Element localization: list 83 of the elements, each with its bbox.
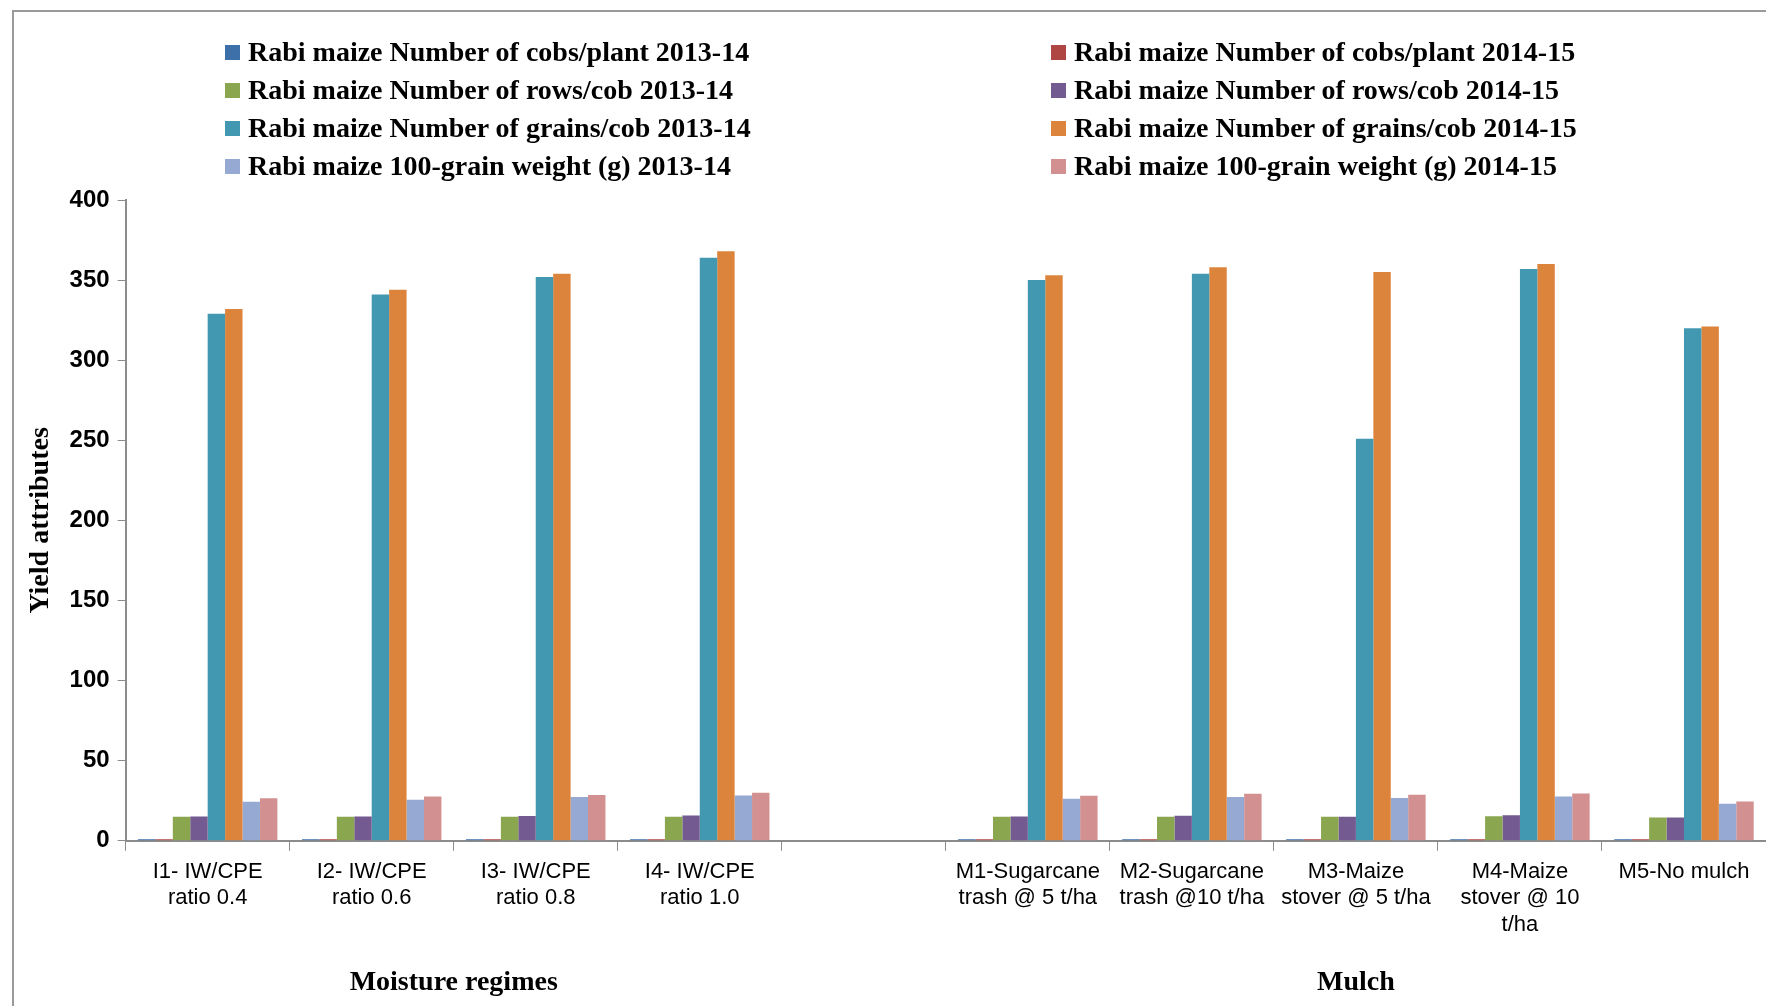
bar: [1080, 795, 1098, 841]
y-tick-label: 350: [69, 264, 110, 292]
y-tick-label: 300: [69, 344, 110, 372]
bar: [518, 815, 536, 841]
bar: [1373, 272, 1391, 841]
x-tick-label: M4-Maize stover @ 10 t/ha: [1460, 858, 1580, 936]
bar: [1537, 264, 1555, 841]
x-tick-label: M2-Sugarcane trash @10 t/ha: [1119, 858, 1265, 910]
x-tick-label: I4- IW/CPE ratio 1.0: [644, 858, 755, 910]
bar: [535, 276, 554, 841]
bar: [1572, 793, 1590, 841]
bar: [1157, 816, 1175, 841]
y-tick-label: 250: [69, 424, 110, 452]
bar: [1701, 326, 1719, 841]
bar: [1226, 796, 1245, 841]
x-tick-label: M5-No mulch: [1618, 858, 1750, 884]
y-tick-label: 0: [96, 825, 110, 853]
bar: [1502, 815, 1520, 841]
bar: [172, 816, 191, 841]
bar: [1209, 267, 1227, 841]
bar: [1338, 816, 1356, 841]
bar: [371, 294, 390, 841]
bar: [354, 816, 372, 841]
bar: [664, 816, 683, 841]
bar: [682, 815, 700, 841]
bar: [1666, 817, 1684, 841]
x-tick-label: I2- IW/CPE ratio 0.6: [316, 858, 427, 910]
y-tick-label: 150: [69, 585, 110, 613]
text: Mulch: [1317, 965, 1396, 996]
bar: [1174, 815, 1192, 841]
bar: [699, 257, 718, 841]
bar: [1554, 796, 1573, 841]
bar: [717, 251, 735, 841]
bar: [1390, 798, 1409, 841]
x-tick-label: I3- IW/CPE ratio 0.8: [480, 858, 591, 910]
bar: [423, 796, 442, 841]
bar: [242, 801, 260, 841]
legend-label: Rabi maize Number of cobs/plant 2013-14: [248, 36, 750, 68]
legend-label: Rabi maize Number of grains/cob 2014-15: [1074, 112, 1577, 144]
bar: [1191, 273, 1210, 841]
bar: [1736, 801, 1754, 841]
x-tick-label: M3-Maize stover @ 5 t/ha: [1281, 858, 1432, 910]
x-tick-label: I1- IW/CPE ratio 0.4: [152, 858, 263, 910]
y-tick-label: 400: [69, 184, 110, 212]
bar: [336, 816, 355, 841]
bar: [588, 794, 606, 841]
legend-label: Rabi maize Number of rows/cob 2014-15: [1074, 74, 1560, 106]
bar: [1045, 275, 1063, 841]
legend-label: Rabi maize 100-grain weight (g) 2013-14: [248, 150, 731, 182]
y-tick-label: 200: [69, 505, 110, 533]
bar: [1683, 328, 1702, 841]
bar: [225, 308, 243, 841]
bar: [406, 799, 424, 841]
bar: [1062, 798, 1081, 841]
bar: [734, 795, 753, 841]
bar: [259, 798, 278, 841]
bar: [752, 792, 770, 841]
bar: [992, 816, 1011, 841]
text: Moisture regimes: [349, 965, 558, 996]
x-tick-label: M1-Sugarcane trash @ 5 t/ha: [955, 858, 1100, 910]
bar: [500, 816, 519, 841]
legend-label: Rabi maize Number of grains/cob 2013-14: [248, 112, 751, 144]
bar: [1718, 803, 1737, 841]
bar: [570, 796, 589, 841]
bar: [1408, 794, 1426, 841]
bar: [1649, 817, 1667, 841]
y-tick-label: 50: [82, 745, 110, 773]
legend-label: Rabi maize Number of cobs/plant 2014-15: [1074, 36, 1576, 68]
bar: [190, 816, 208, 841]
bar: [1321, 816, 1339, 841]
y-axis-title: Yield attributes: [23, 427, 55, 614]
bar: [1519, 268, 1538, 841]
legend-label: Rabi maize Number of rows/cob 2013-14: [248, 74, 734, 106]
bar: [1027, 280, 1046, 841]
bar: [1244, 793, 1262, 841]
bar: [389, 289, 407, 841]
bar: [553, 273, 571, 841]
bar: [1485, 816, 1503, 841]
bar: [1010, 816, 1028, 841]
legend-label: Rabi maize 100-grain weight (g) 2014-15: [1074, 150, 1557, 182]
bar: [207, 313, 226, 841]
y-tick-label: 100: [69, 665, 110, 693]
bar: [1355, 438, 1374, 841]
